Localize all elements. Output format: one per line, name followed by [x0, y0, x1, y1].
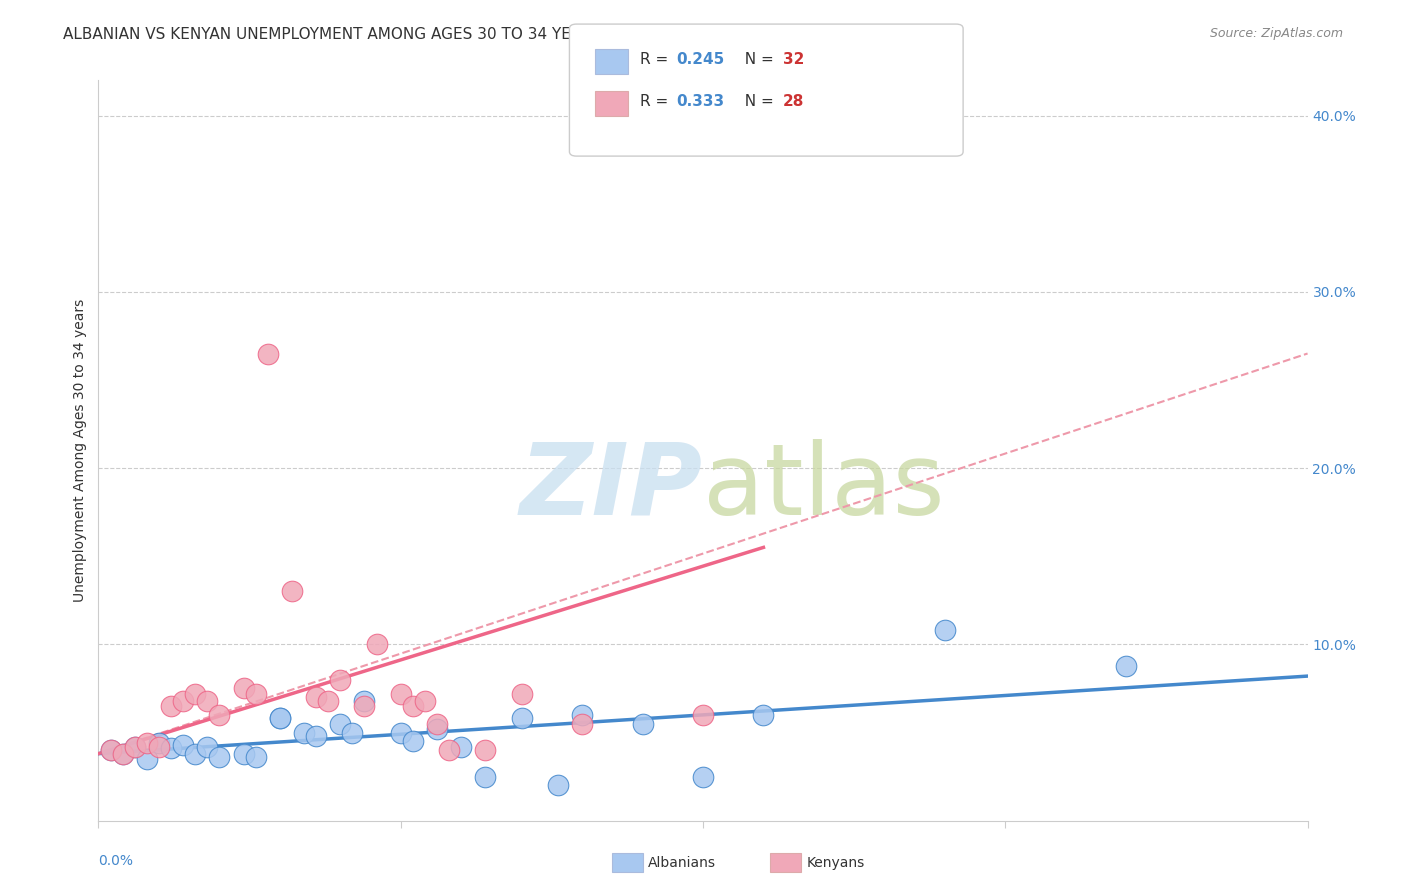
Text: 0.0%: 0.0% — [98, 854, 134, 868]
Point — [474, 770, 496, 784]
Point — [692, 707, 714, 722]
Point — [195, 694, 218, 708]
Point — [402, 699, 425, 714]
Point — [172, 738, 194, 752]
Point — [571, 707, 593, 722]
Y-axis label: Unemployment Among Ages 30 to 34 years: Unemployment Among Ages 30 to 34 years — [73, 299, 87, 602]
Point — [208, 750, 231, 764]
Point — [437, 743, 460, 757]
Point — [245, 750, 267, 764]
Point — [292, 725, 315, 739]
Text: R =: R = — [640, 53, 673, 67]
Point — [245, 687, 267, 701]
Point — [160, 699, 183, 714]
Point — [184, 687, 207, 701]
Point — [111, 747, 134, 761]
Text: ZIP: ZIP — [520, 439, 703, 536]
Point — [1115, 658, 1137, 673]
Point — [269, 711, 291, 725]
Point — [305, 729, 328, 743]
Point — [316, 694, 339, 708]
Text: 28: 28 — [783, 95, 804, 109]
Point — [353, 699, 375, 714]
Text: Kenyans: Kenyans — [807, 855, 865, 870]
Point — [135, 736, 157, 750]
Text: N =: N = — [735, 95, 779, 109]
Point — [281, 584, 304, 599]
Point — [100, 743, 122, 757]
Text: atlas: atlas — [703, 439, 945, 536]
Point — [426, 716, 449, 731]
Point — [135, 752, 157, 766]
Point — [329, 673, 352, 687]
Point — [402, 734, 425, 748]
Point — [692, 770, 714, 784]
Text: Source: ZipAtlas.com: Source: ZipAtlas.com — [1209, 27, 1343, 40]
Text: ALBANIAN VS KENYAN UNEMPLOYMENT AMONG AGES 30 TO 34 YEARS CORRELATION CHART: ALBANIAN VS KENYAN UNEMPLOYMENT AMONG AG… — [63, 27, 772, 42]
Point — [148, 739, 170, 754]
Point — [329, 716, 352, 731]
Text: N =: N = — [735, 53, 779, 67]
Point — [510, 711, 533, 725]
Text: 0.245: 0.245 — [676, 53, 724, 67]
Point — [934, 624, 956, 638]
Point — [389, 725, 412, 739]
Point — [752, 707, 775, 722]
Point — [232, 747, 254, 761]
Point — [172, 694, 194, 708]
Point — [232, 681, 254, 696]
Point — [148, 736, 170, 750]
Point — [124, 739, 146, 754]
Point — [256, 346, 278, 360]
Point — [184, 747, 207, 761]
Point — [450, 739, 472, 754]
Point — [160, 741, 183, 756]
Text: 0.333: 0.333 — [676, 95, 724, 109]
Point — [389, 687, 412, 701]
Point — [208, 707, 231, 722]
Point — [474, 743, 496, 757]
Point — [269, 711, 291, 725]
Point — [342, 725, 364, 739]
Point — [305, 690, 328, 705]
Point — [195, 739, 218, 754]
Text: R =: R = — [640, 95, 673, 109]
Point — [631, 716, 654, 731]
Point — [100, 743, 122, 757]
Point — [547, 778, 569, 792]
Text: Albanians: Albanians — [648, 855, 716, 870]
Point — [366, 637, 388, 651]
Point — [571, 716, 593, 731]
Point — [353, 694, 375, 708]
Point — [124, 739, 146, 754]
Point — [426, 722, 449, 736]
Point — [413, 694, 436, 708]
Point — [510, 687, 533, 701]
Text: 32: 32 — [783, 53, 804, 67]
Point — [111, 747, 134, 761]
